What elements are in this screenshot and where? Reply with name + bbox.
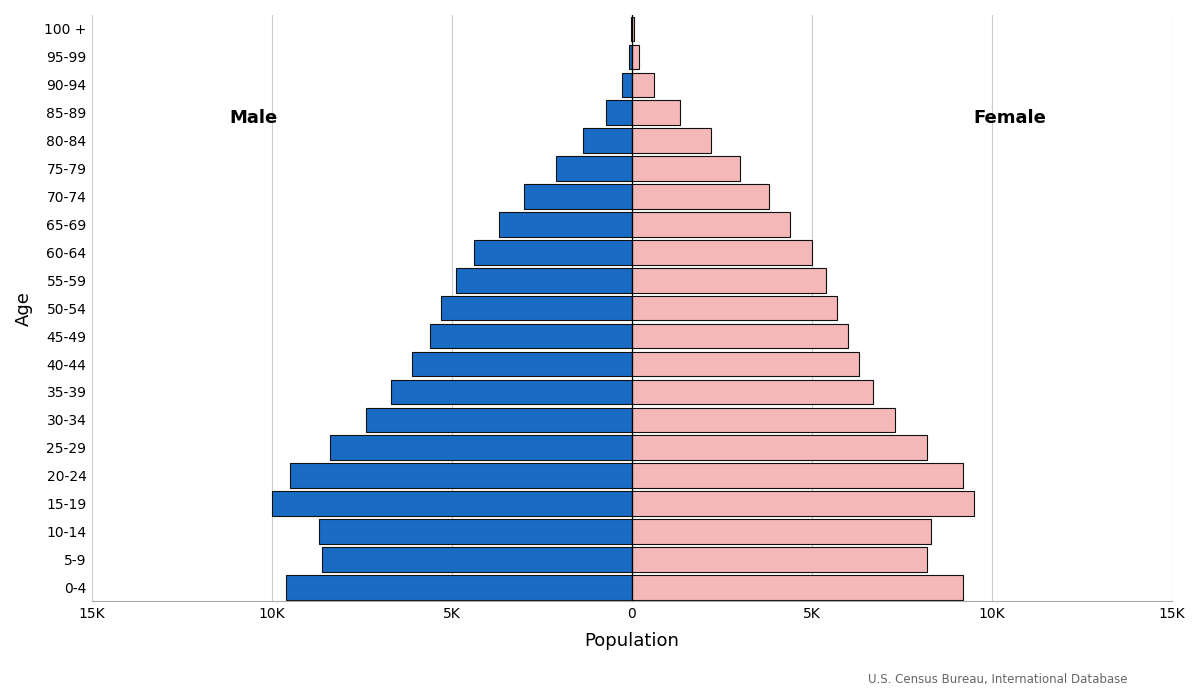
Bar [557, 156, 632, 181]
Bar [413, 351, 632, 377]
Bar [632, 268, 827, 293]
Bar [632, 379, 872, 404]
Bar [391, 379, 632, 404]
Text: Female: Female [973, 109, 1046, 127]
X-axis label: Population: Population [584, 632, 679, 650]
Bar [287, 575, 632, 600]
Bar [632, 212, 791, 237]
Bar [524, 184, 632, 209]
Bar [431, 324, 632, 349]
Bar [474, 240, 632, 265]
Bar [632, 184, 769, 209]
Bar [606, 100, 632, 125]
Bar [366, 407, 632, 432]
Bar [622, 73, 632, 97]
Bar [632, 575, 962, 600]
Bar [632, 463, 962, 488]
Bar [632, 240, 812, 265]
Bar [632, 45, 640, 69]
Bar [290, 463, 632, 488]
Bar [632, 100, 680, 125]
Bar [632, 547, 926, 572]
Bar [632, 324, 847, 349]
Bar [632, 156, 740, 181]
Bar [319, 519, 632, 544]
Bar [632, 491, 973, 516]
Bar [442, 296, 632, 321]
Bar [456, 268, 632, 293]
Text: Male: Male [230, 109, 278, 127]
Bar [629, 45, 632, 69]
Y-axis label: Age: Age [14, 290, 32, 326]
Bar [632, 519, 930, 544]
Bar [323, 547, 632, 572]
Bar [632, 73, 654, 97]
Bar [632, 296, 836, 321]
Bar [499, 212, 632, 237]
Bar [272, 491, 632, 516]
Bar [330, 435, 632, 460]
Text: U.S. Census Bureau, International Database: U.S. Census Bureau, International Databa… [869, 673, 1128, 686]
Bar [632, 407, 894, 432]
Bar [632, 435, 926, 460]
Bar [632, 351, 858, 377]
Bar [632, 128, 712, 153]
Bar [632, 17, 634, 41]
Bar [583, 128, 632, 153]
